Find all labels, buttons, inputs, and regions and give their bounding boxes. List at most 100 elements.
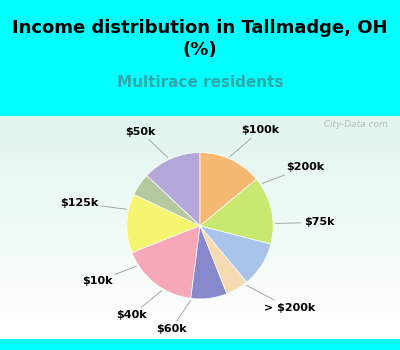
- Bar: [0, 279, 400, 281]
- Text: > $200k: > $200k: [246, 285, 315, 313]
- Bar: [0, 125, 400, 127]
- Bar: [0, 170, 400, 172]
- Bar: [0, 245, 400, 247]
- Bar: [0, 281, 400, 283]
- Bar: [0, 149, 400, 152]
- Wedge shape: [132, 226, 200, 298]
- Bar: [0, 326, 400, 328]
- Bar: [0, 234, 400, 236]
- Bar: [0, 198, 400, 201]
- Bar: [0, 285, 400, 288]
- Bar: [0, 138, 400, 141]
- Bar: [0, 214, 400, 216]
- Bar: [0, 276, 400, 279]
- Bar: [0, 165, 400, 167]
- Bar: [0, 141, 400, 143]
- Bar: [0, 127, 400, 130]
- Bar: [0, 314, 400, 317]
- Text: $125k: $125k: [60, 198, 126, 209]
- Text: $40k: $40k: [116, 290, 162, 320]
- Bar: [0, 187, 400, 190]
- Bar: [0, 192, 400, 194]
- Bar: [0, 239, 400, 241]
- Bar: [0, 232, 400, 234]
- Bar: [0, 310, 400, 312]
- Bar: [0, 132, 400, 134]
- Bar: [0, 328, 400, 330]
- Bar: [0, 154, 400, 156]
- Bar: [0, 121, 400, 123]
- Bar: [0, 223, 400, 225]
- Bar: [0, 296, 400, 299]
- Wedge shape: [147, 153, 200, 226]
- Bar: [0, 319, 400, 321]
- Bar: [0, 283, 400, 285]
- Bar: [0, 221, 400, 223]
- Bar: [0, 332, 400, 334]
- Bar: [0, 254, 400, 257]
- Bar: [0, 272, 400, 274]
- Text: $60k: $60k: [156, 301, 190, 334]
- Bar: [0, 159, 400, 161]
- Bar: [0, 292, 400, 294]
- Text: City-Data.com: City-Data.com: [318, 120, 388, 129]
- Bar: [0, 230, 400, 232]
- Bar: [0, 228, 400, 230]
- Bar: [0, 321, 400, 323]
- Text: $100k: $100k: [230, 125, 279, 156]
- Bar: [0, 306, 400, 308]
- Bar: [0, 201, 400, 203]
- Bar: [0, 176, 400, 178]
- Bar: [0, 243, 400, 245]
- Bar: [0, 190, 400, 192]
- Bar: [0, 152, 400, 154]
- Bar: [0, 183, 400, 185]
- Bar: [0, 161, 400, 163]
- Bar: [0, 134, 400, 136]
- Bar: [0, 308, 400, 310]
- Wedge shape: [134, 176, 200, 226]
- Text: $10k: $10k: [82, 266, 136, 286]
- Bar: [0, 303, 400, 306]
- Bar: [0, 194, 400, 196]
- Bar: [0, 236, 400, 239]
- Wedge shape: [191, 226, 227, 299]
- Bar: [0, 323, 400, 326]
- Bar: [0, 247, 400, 250]
- Bar: [0, 205, 400, 208]
- Bar: [0, 263, 400, 265]
- Bar: [0, 241, 400, 243]
- Text: $75k: $75k: [275, 217, 334, 228]
- Bar: [0, 181, 400, 183]
- Wedge shape: [127, 195, 200, 253]
- Bar: [0, 225, 400, 228]
- Text: Income distribution in Tallmadge, OH
(%): Income distribution in Tallmadge, OH (%): [12, 19, 388, 59]
- Bar: [0, 216, 400, 219]
- Bar: [0, 288, 400, 290]
- Wedge shape: [200, 153, 256, 226]
- Text: Multirace residents: Multirace residents: [117, 75, 283, 90]
- Bar: [0, 268, 400, 270]
- Bar: [0, 294, 400, 296]
- Bar: [0, 130, 400, 132]
- Bar: [0, 196, 400, 198]
- Bar: [0, 123, 400, 125]
- Bar: [0, 163, 400, 165]
- Bar: [0, 274, 400, 277]
- Wedge shape: [200, 179, 273, 244]
- Bar: [0, 299, 400, 301]
- Bar: [0, 118, 400, 121]
- Bar: [0, 219, 400, 221]
- Bar: [0, 185, 400, 187]
- Bar: [0, 270, 400, 272]
- Bar: [0, 301, 400, 303]
- Bar: [0, 136, 400, 138]
- Bar: [0, 290, 400, 292]
- Bar: [0, 167, 400, 170]
- Bar: [0, 334, 400, 337]
- Bar: [0, 172, 400, 174]
- Bar: [0, 203, 400, 205]
- Bar: [0, 257, 400, 259]
- Bar: [0, 312, 400, 314]
- Bar: [0, 208, 400, 210]
